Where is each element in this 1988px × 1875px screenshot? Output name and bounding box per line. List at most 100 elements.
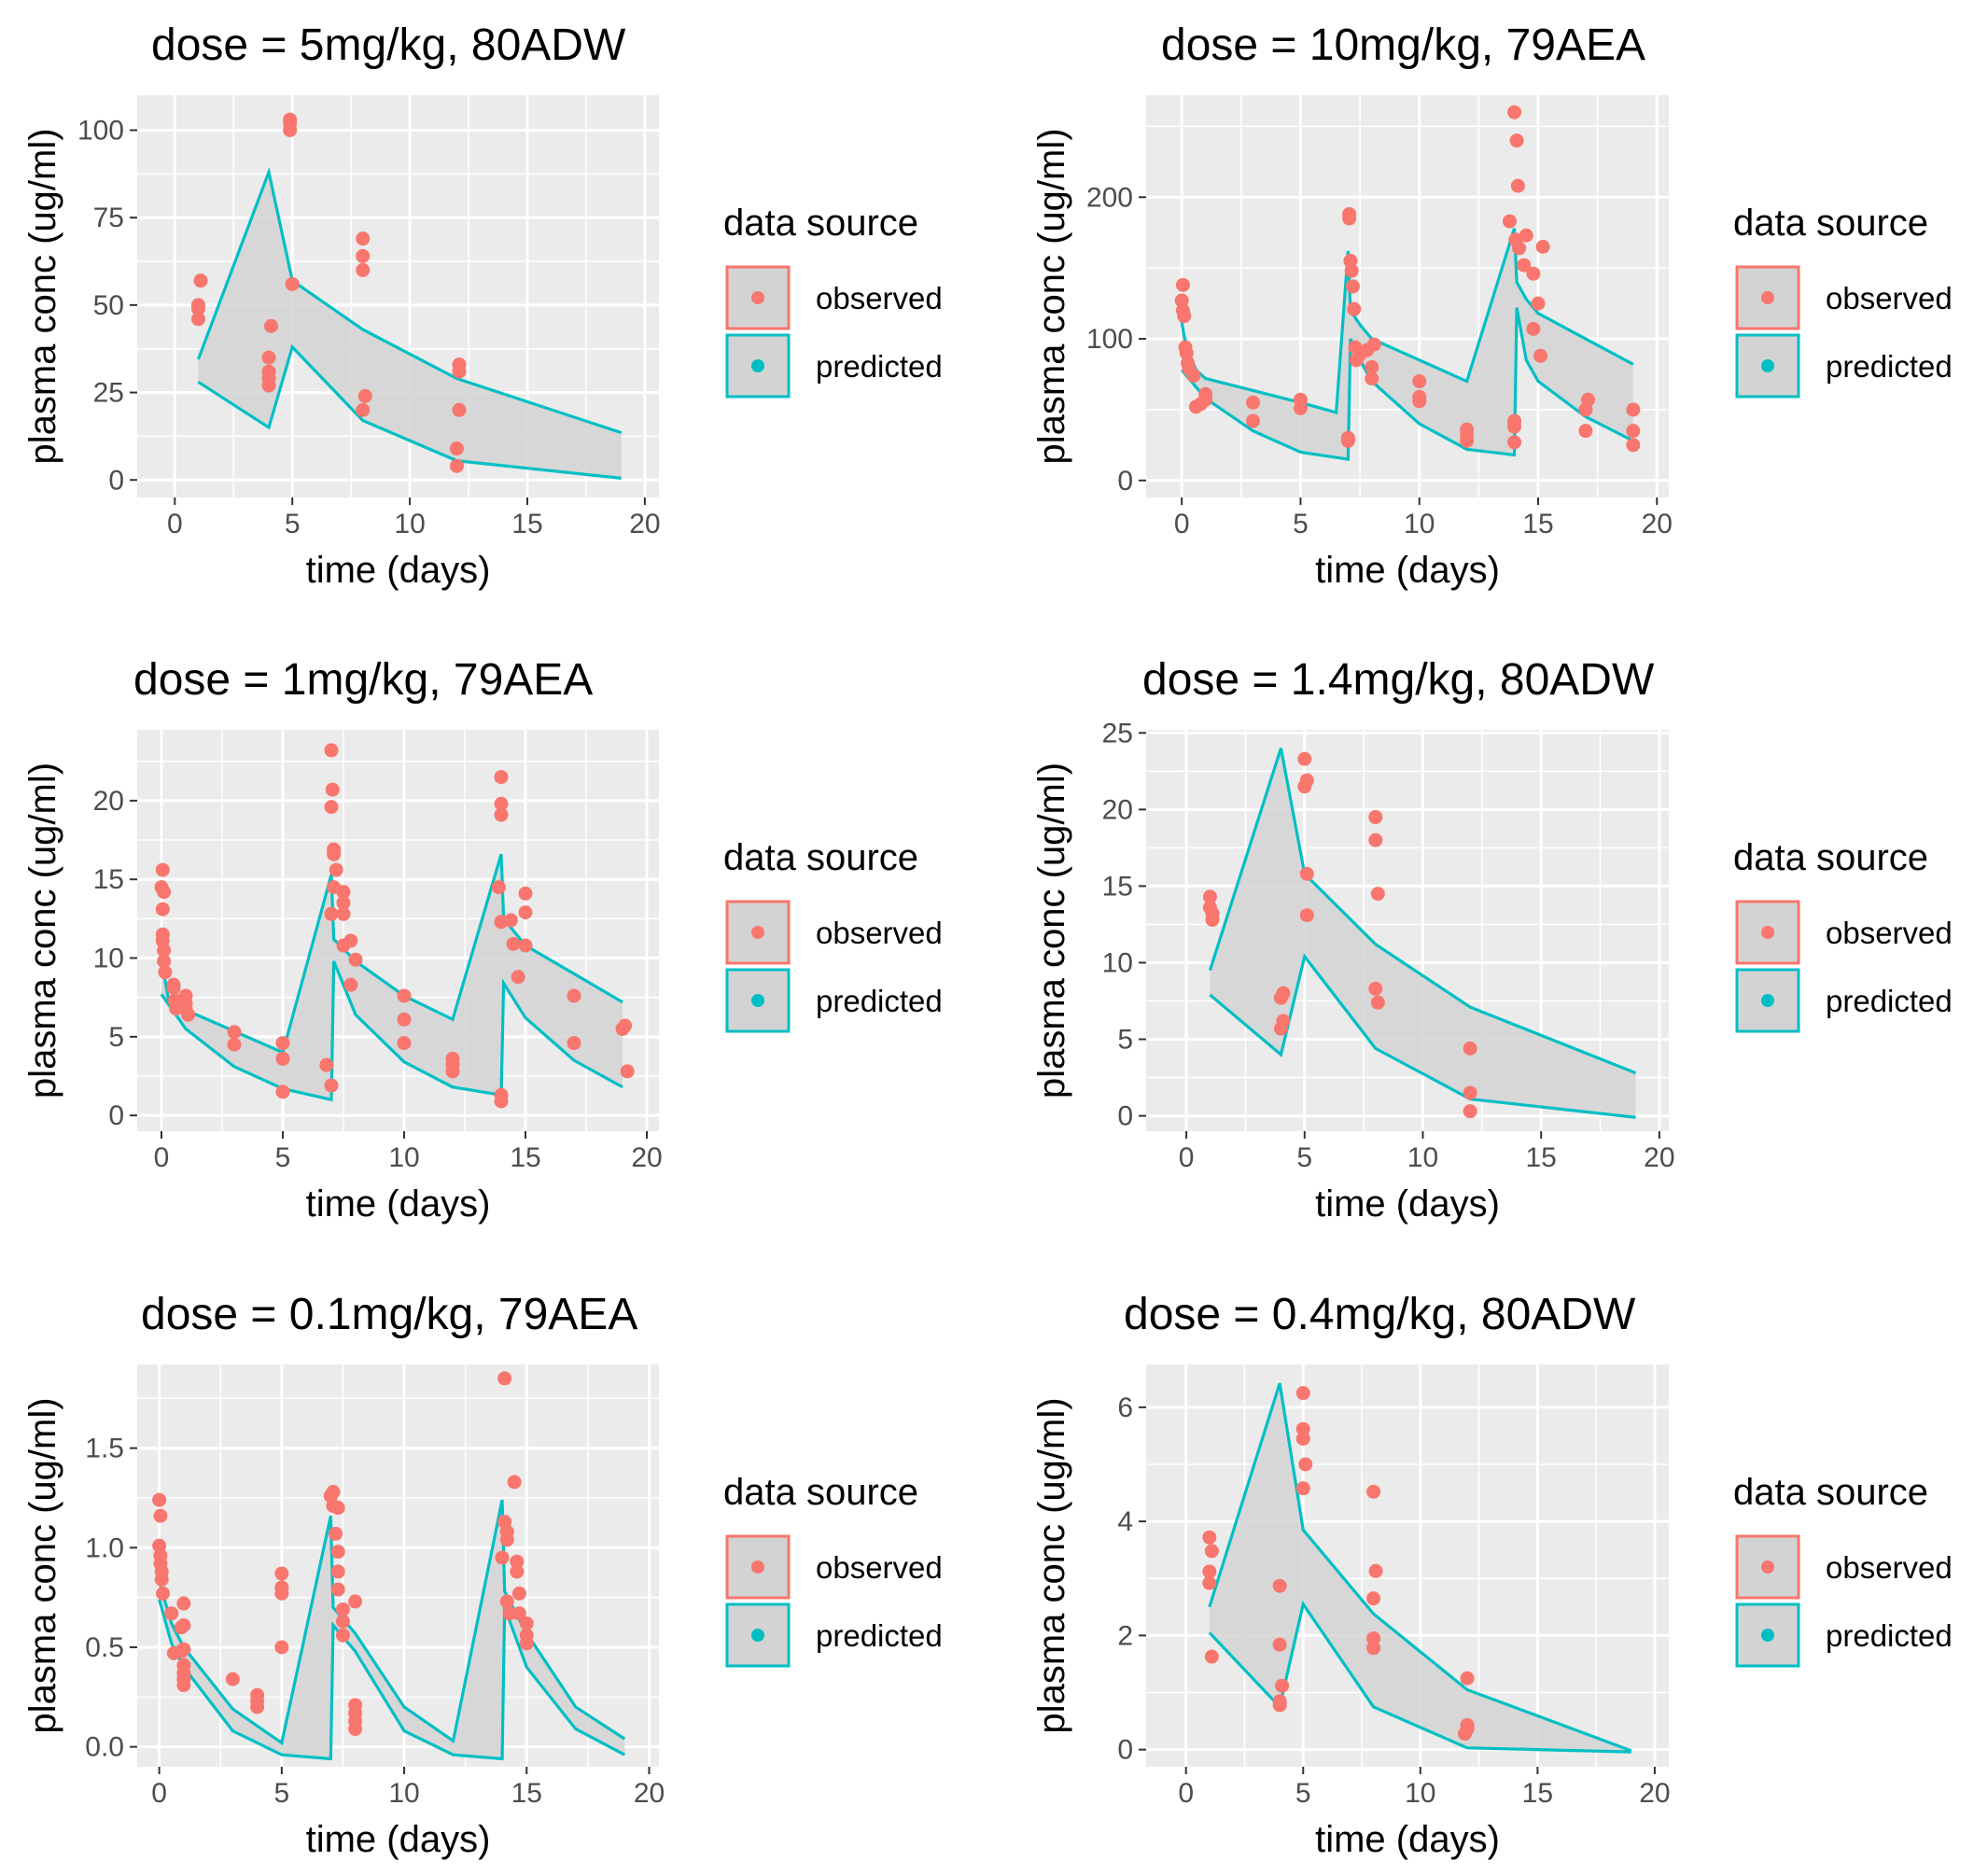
observed-point: [510, 1554, 525, 1569]
observed-point: [264, 318, 279, 333]
observed-point: [250, 1700, 265, 1714]
y-tick-label: 15: [93, 864, 124, 895]
observed-point: [193, 273, 208, 288]
predicted-ribbon: [161, 854, 623, 1100]
legend-label-observed: observed: [816, 916, 943, 950]
observed-point: [324, 906, 339, 921]
predicted-ribbon: [1210, 748, 1636, 1118]
observed-point: [1509, 133, 1524, 148]
legend-marker-observed: [751, 291, 764, 304]
observed-point: [494, 807, 509, 822]
y-tick-label: 1.0: [85, 1532, 124, 1563]
observed-point: [1295, 1421, 1310, 1436]
x-tick-label: 10: [388, 1778, 419, 1809]
x-tick-label: 5: [1293, 509, 1309, 539]
observed-point: [343, 933, 358, 948]
observed-point: [1463, 1041, 1477, 1056]
observed-point: [275, 1051, 290, 1066]
observed-point: [330, 1501, 345, 1516]
observed-point: [1368, 1563, 1383, 1578]
observed-point: [1186, 368, 1201, 383]
observed-point: [519, 1628, 534, 1643]
legend-label-predicted: predicted: [816, 984, 943, 1018]
observed-point: [1412, 374, 1427, 389]
legend-label-observed: observed: [816, 1550, 943, 1585]
observed-point: [1246, 395, 1261, 410]
legend-5: data source observed predicted: [723, 1472, 943, 1668]
observed-point: [275, 1084, 290, 1099]
observed-point: [275, 1036, 290, 1051]
observed-point: [1517, 258, 1532, 273]
legend-title: data source: [1733, 203, 1928, 244]
observed-point: [511, 1606, 526, 1621]
x-tick-label: 0: [151, 1778, 167, 1809]
legend-label-observed: observed: [1826, 916, 1953, 950]
observed-point: [1175, 277, 1190, 292]
observed-point: [1299, 866, 1314, 881]
observed-point: [1458, 1727, 1473, 1742]
observed-point: [152, 1492, 167, 1507]
observed-point: [511, 1586, 526, 1601]
legend-label-predicted: predicted: [1826, 984, 1953, 1018]
legend-marker-predicted: [751, 1629, 764, 1642]
panel-title: dose = 1.4mg/kg, 80ADW: [1142, 655, 1655, 705]
observed-point: [449, 441, 464, 456]
observed-point: [511, 970, 525, 985]
panel-title: dose = 10mg/kg, 79AEA: [1161, 21, 1645, 70]
observed-point: [1463, 1085, 1477, 1100]
x-tick-label: 5: [275, 1142, 291, 1173]
observed-point: [1412, 394, 1427, 409]
observed-point: [495, 1550, 510, 1565]
predicted-upper-line: [196, 166, 623, 435]
y-axis-title: plasma conc (ug/ml): [22, 1397, 63, 1733]
x-axis-title: time (days): [1315, 1819, 1500, 1860]
legend-marker-observed: [1761, 926, 1774, 939]
legend-title: data source: [1733, 837, 1928, 878]
y-tick-label: 0: [1117, 1735, 1133, 1766]
legend-label-observed: observed: [1826, 281, 1953, 315]
x-tick-label: 15: [510, 1142, 540, 1173]
x-tick-label: 20: [634, 1778, 665, 1809]
observed-point: [225, 1672, 240, 1686]
observed-point: [327, 847, 342, 861]
observed-point: [325, 782, 340, 797]
observed-point: [157, 885, 172, 900]
observed-point: [1295, 1386, 1310, 1401]
observed-point: [274, 1586, 289, 1601]
x-tick-label: 15: [511, 1778, 542, 1809]
observed-point: [348, 1721, 363, 1736]
observed-point: [1365, 371, 1379, 386]
legend-marker-predicted: [1761, 994, 1774, 1007]
observed-point: [356, 231, 371, 246]
observed-point: [567, 1036, 581, 1051]
observed-point: [174, 1620, 189, 1635]
x-axis-title: time (days): [306, 550, 491, 591]
observed-point: [452, 357, 467, 372]
y-tick-label: 10: [1102, 947, 1133, 978]
observed-point: [1202, 1575, 1217, 1590]
observed-point: [324, 743, 339, 758]
chart-panel-5: 0 5 10 15 20 0.0 0.5 1.0 1.5 dose = 0.1mg/kg, 79A…: [22, 1290, 665, 1860]
observed-point: [336, 906, 351, 921]
plot-background: [1146, 95, 1669, 497]
y-tick-label: 20: [1102, 794, 1133, 825]
x-tick-label: 20: [1642, 509, 1673, 539]
observed-point: [1275, 1678, 1290, 1693]
observed-point: [343, 977, 358, 992]
observed-point: [1580, 392, 1595, 407]
observed-point: [506, 936, 521, 951]
legend-marker-observed: [751, 1560, 764, 1574]
observed-point: [497, 1371, 512, 1386]
legend-label-predicted: predicted: [1826, 1618, 1953, 1653]
legend-title: data source: [723, 203, 918, 244]
observed-point: [319, 1057, 334, 1072]
x-tick-label: 5: [273, 1778, 289, 1809]
observed-point: [1177, 309, 1192, 324]
observed-point: [618, 1018, 633, 1033]
observed-point: [1295, 1481, 1310, 1496]
x-tick-label: 20: [629, 509, 660, 539]
observed-point: [176, 1678, 191, 1693]
observed-point: [164, 1606, 179, 1621]
observed-point: [153, 1508, 168, 1523]
